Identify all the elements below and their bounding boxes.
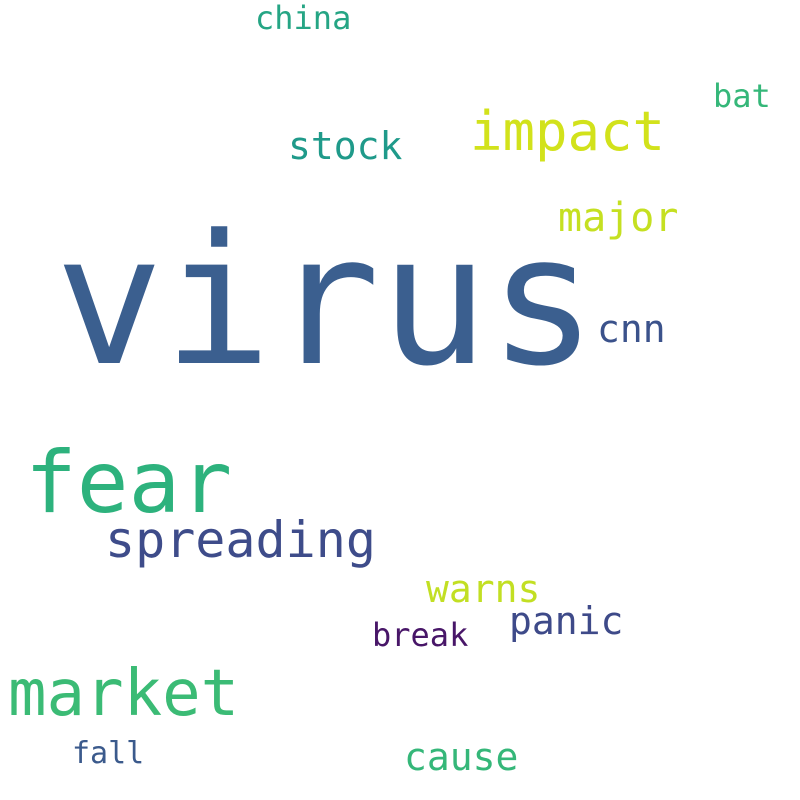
- word-market: market: [8, 657, 240, 731]
- word-impact: impact: [470, 100, 666, 163]
- word-virus: virus: [55, 197, 597, 406]
- word-china: china: [255, 0, 352, 37]
- word-cnn: cnn: [597, 307, 666, 351]
- word-major: major: [558, 195, 679, 241]
- word-stock: stock: [288, 124, 403, 168]
- word-spreading: spreading: [105, 511, 376, 569]
- word-bat: bat: [713, 77, 771, 115]
- word-cause: cause: [404, 735, 519, 779]
- word-panic: panic: [509, 599, 624, 643]
- word-warns: warns: [426, 567, 541, 611]
- word-fear: fear: [25, 433, 233, 533]
- word-break: break: [372, 616, 469, 654]
- word-fall: fall: [72, 736, 145, 771]
